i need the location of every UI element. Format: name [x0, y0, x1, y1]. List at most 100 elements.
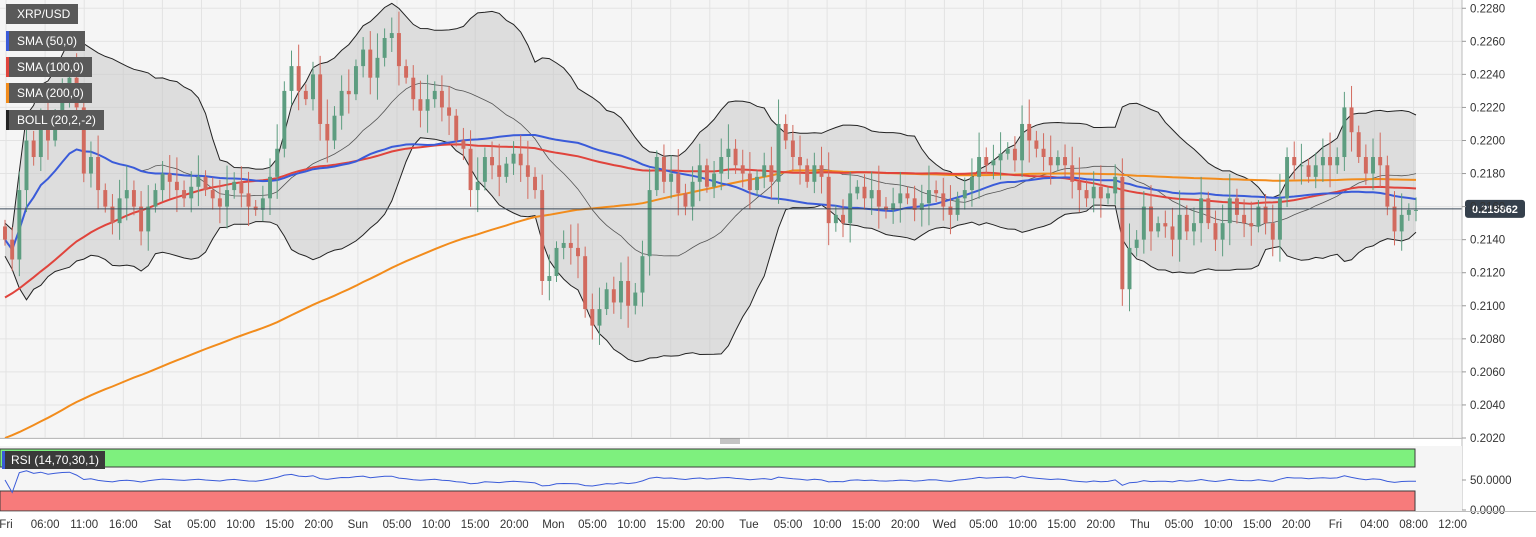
candle[interactable]	[260, 185, 265, 222]
candle[interactable]	[1077, 157, 1082, 213]
candle[interactable]	[740, 149, 745, 188]
candle[interactable]	[1270, 204, 1275, 257]
candle[interactable]	[447, 85, 452, 136]
candle[interactable]	[762, 152, 767, 189]
candle[interactable]	[153, 183, 158, 213]
candle[interactable]	[905, 186, 910, 205]
candle[interactable]	[1034, 130, 1039, 158]
candle[interactable]	[597, 287, 602, 345]
candle[interactable]	[590, 293, 595, 340]
candle[interactable]	[683, 183, 688, 216]
candle[interactable]	[1113, 164, 1118, 205]
candle[interactable]	[482, 147, 487, 191]
candle[interactable]	[891, 187, 896, 224]
candle[interactable]	[239, 166, 244, 208]
candle[interactable]	[411, 65, 416, 111]
candle[interactable]	[1213, 210, 1218, 251]
candle[interactable]	[468, 130, 473, 207]
candle[interactable]	[504, 157, 509, 183]
candle[interactable]	[296, 44, 301, 111]
candle[interactable]	[841, 199, 845, 238]
candle[interactable]	[318, 55, 323, 141]
candle[interactable]	[1371, 138, 1375, 191]
candle[interactable]	[167, 155, 172, 199]
candle[interactable]	[511, 141, 516, 175]
legend-sma-50[interactable]: SMA (50,0)	[6, 31, 86, 51]
candle[interactable]	[396, 11, 401, 86]
candle[interactable]	[948, 185, 953, 235]
candle[interactable]	[1106, 186, 1110, 205]
candle[interactable]	[611, 276, 616, 314]
candle[interactable]	[1277, 173, 1282, 262]
candle[interactable]	[618, 262, 623, 320]
candle[interactable]	[103, 183, 108, 213]
candle[interactable]	[690, 166, 695, 221]
candle[interactable]	[275, 124, 280, 199]
candle[interactable]	[755, 170, 760, 197]
candle[interactable]	[518, 135, 523, 182]
candle[interactable]	[1363, 144, 1368, 185]
candle[interactable]	[253, 199, 258, 216]
candle[interactable]	[862, 174, 867, 210]
candle[interactable]	[1234, 188, 1239, 224]
candle[interactable]	[325, 99, 330, 163]
candle[interactable]	[1342, 91, 1347, 172]
candle[interactable]	[1320, 138, 1325, 182]
candle[interactable]	[17, 171, 22, 277]
candle[interactable]	[1048, 135, 1053, 185]
candle[interactable]	[661, 144, 666, 194]
candle[interactable]	[805, 158, 810, 188]
candle[interactable]	[146, 185, 151, 251]
candle[interactable]	[389, 17, 394, 52]
candle[interactable]	[977, 132, 982, 199]
candle[interactable]	[282, 81, 287, 158]
candle[interactable]	[1406, 203, 1411, 221]
candle[interactable]	[139, 191, 144, 246]
candle[interactable]	[382, 28, 387, 67]
candle[interactable]	[704, 158, 709, 193]
candle[interactable]	[203, 170, 208, 197]
candle[interactable]	[1070, 146, 1075, 199]
candle[interactable]	[934, 180, 939, 203]
candle[interactable]	[669, 155, 674, 199]
candle[interactable]	[217, 179, 222, 224]
candle[interactable]	[1063, 144, 1068, 177]
candle[interactable]	[640, 240, 645, 307]
candle[interactable]	[1120, 158, 1125, 306]
candle[interactable]	[196, 155, 201, 207]
candle[interactable]	[10, 227, 15, 271]
candle[interactable]	[454, 109, 459, 147]
candle[interactable]	[1356, 125, 1361, 163]
candle[interactable]	[418, 80, 423, 128]
candle[interactable]	[1127, 223, 1132, 312]
candle[interactable]	[31, 130, 36, 166]
candle[interactable]	[576, 223, 580, 279]
candle[interactable]	[525, 140, 530, 199]
candle[interactable]	[1313, 152, 1318, 189]
candle[interactable]	[884, 197, 888, 219]
candle[interactable]	[697, 143, 702, 202]
candle[interactable]	[361, 37, 366, 78]
candle[interactable]	[1227, 173, 1232, 246]
candle[interactable]	[1385, 155, 1390, 216]
candle[interactable]	[991, 144, 996, 180]
candle[interactable]	[439, 75, 444, 122]
candle[interactable]	[225, 165, 230, 229]
candle[interactable]	[1005, 142, 1010, 160]
candle[interactable]	[24, 116, 29, 213]
candle[interactable]	[1349, 85, 1354, 152]
candle[interactable]	[1084, 180, 1089, 207]
candle[interactable]	[1041, 133, 1046, 172]
candle[interactable]	[497, 143, 502, 197]
candle[interactable]	[174, 157, 179, 213]
candle[interactable]	[955, 191, 960, 221]
candle[interactable]	[1091, 171, 1096, 213]
candle[interactable]	[919, 184, 924, 227]
legend-sma-100[interactable]: SMA (100,0)	[6, 57, 92, 77]
candle[interactable]	[268, 158, 272, 216]
legend-sma-200[interactable]: SMA (200,0)	[6, 83, 92, 103]
candle[interactable]	[998, 132, 1003, 180]
candle[interactable]	[547, 254, 552, 301]
candle[interactable]	[124, 165, 129, 221]
